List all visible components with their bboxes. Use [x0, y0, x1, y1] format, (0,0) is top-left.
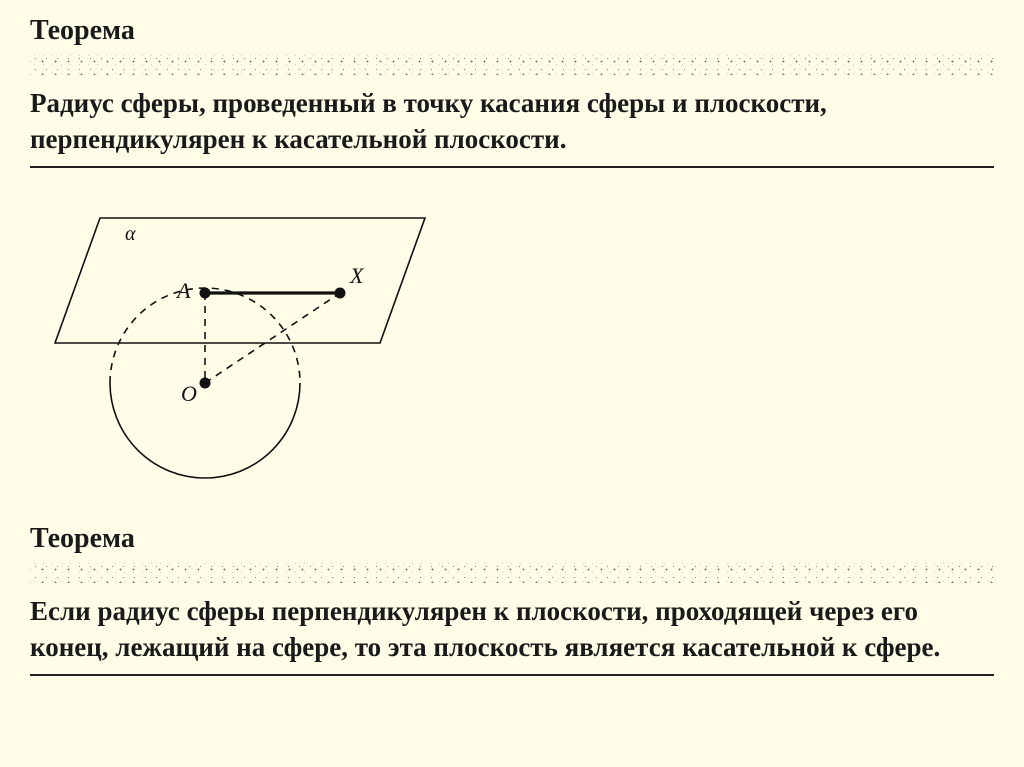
theorem-1: Теорема Радиус сферы, проведенный в точк…: [0, 0, 1024, 178]
svg-text:O: O: [181, 381, 197, 406]
theorem-2-body: Если радиус сферы перпендикулярен к плос…: [30, 593, 994, 676]
svg-text:A: A: [175, 278, 191, 303]
theorem-1-body: Радиус сферы, проведенный в точку касани…: [30, 85, 994, 168]
svg-text:α: α: [125, 223, 136, 245]
theorem-1-title: Теорема: [30, 15, 994, 47]
theorem-2-title: Теорема: [30, 523, 994, 555]
diagram-container: α A X O: [0, 178, 1024, 508]
noise-divider-1: [30, 53, 994, 75]
theorem-2: Теорема Если радиус сферы перпендикуляре…: [0, 508, 1024, 686]
noise-divider-2: [30, 561, 994, 583]
sphere-tangent-diagram: α A X O: [30, 198, 450, 498]
svg-text:X: X: [349, 263, 365, 288]
